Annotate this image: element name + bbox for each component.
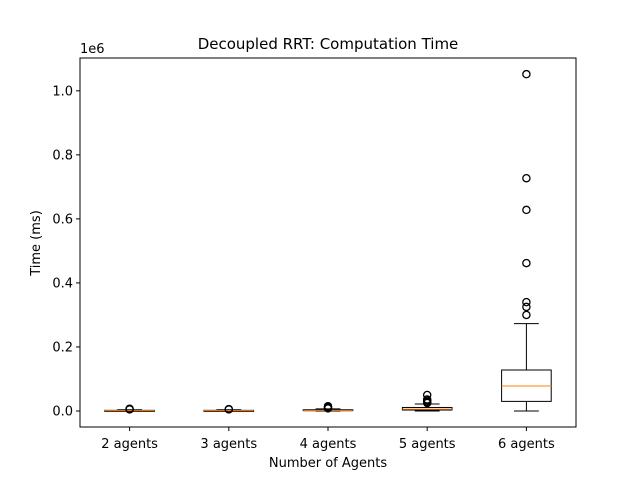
x-axis-label: Number of Agents	[269, 456, 387, 471]
outlier-point	[422, 395, 432, 404]
outlier-point	[422, 390, 432, 400]
x-tick-label: 5 agents	[399, 437, 456, 452]
outlier-point	[522, 205, 531, 215]
x-tick-label: 3 agents	[200, 437, 257, 452]
y-tick-label: 0.6	[52, 212, 73, 227]
x-tick-label: 4 agents	[300, 437, 357, 452]
y-axis-label: Time (ms)	[29, 210, 44, 277]
chart-title: Decoupled RRT: Computation Time	[198, 35, 459, 53]
outlier-point	[522, 297, 531, 307]
x-tick-label: 2 agents	[101, 437, 158, 452]
outlier-point	[323, 401, 333, 411]
outlier-point	[125, 404, 134, 414]
outlier-point	[224, 404, 234, 414]
plot-area: 0.0 0.2 0.4 0.6 0.8 1.0 2 agents 3 agents 4 agen…	[52, 57, 577, 452]
outlier-point	[522, 173, 531, 183]
y-tick-label: 0.0	[52, 404, 73, 419]
y-tick-label: 0.4	[52, 276, 73, 291]
y-axis-offset-text: 1e6	[80, 42, 105, 57]
x-tick-label: 6 agents	[498, 437, 555, 452]
outlier-point	[522, 258, 531, 268]
outlier-point	[522, 69, 531, 79]
y-tick-label: 0.2	[52, 340, 73, 355]
y-tick-label: 1.0	[52, 84, 73, 99]
outlier-point	[522, 310, 531, 320]
y-tick-label: 0.8	[52, 148, 73, 163]
outlier-point	[522, 302, 531, 312]
